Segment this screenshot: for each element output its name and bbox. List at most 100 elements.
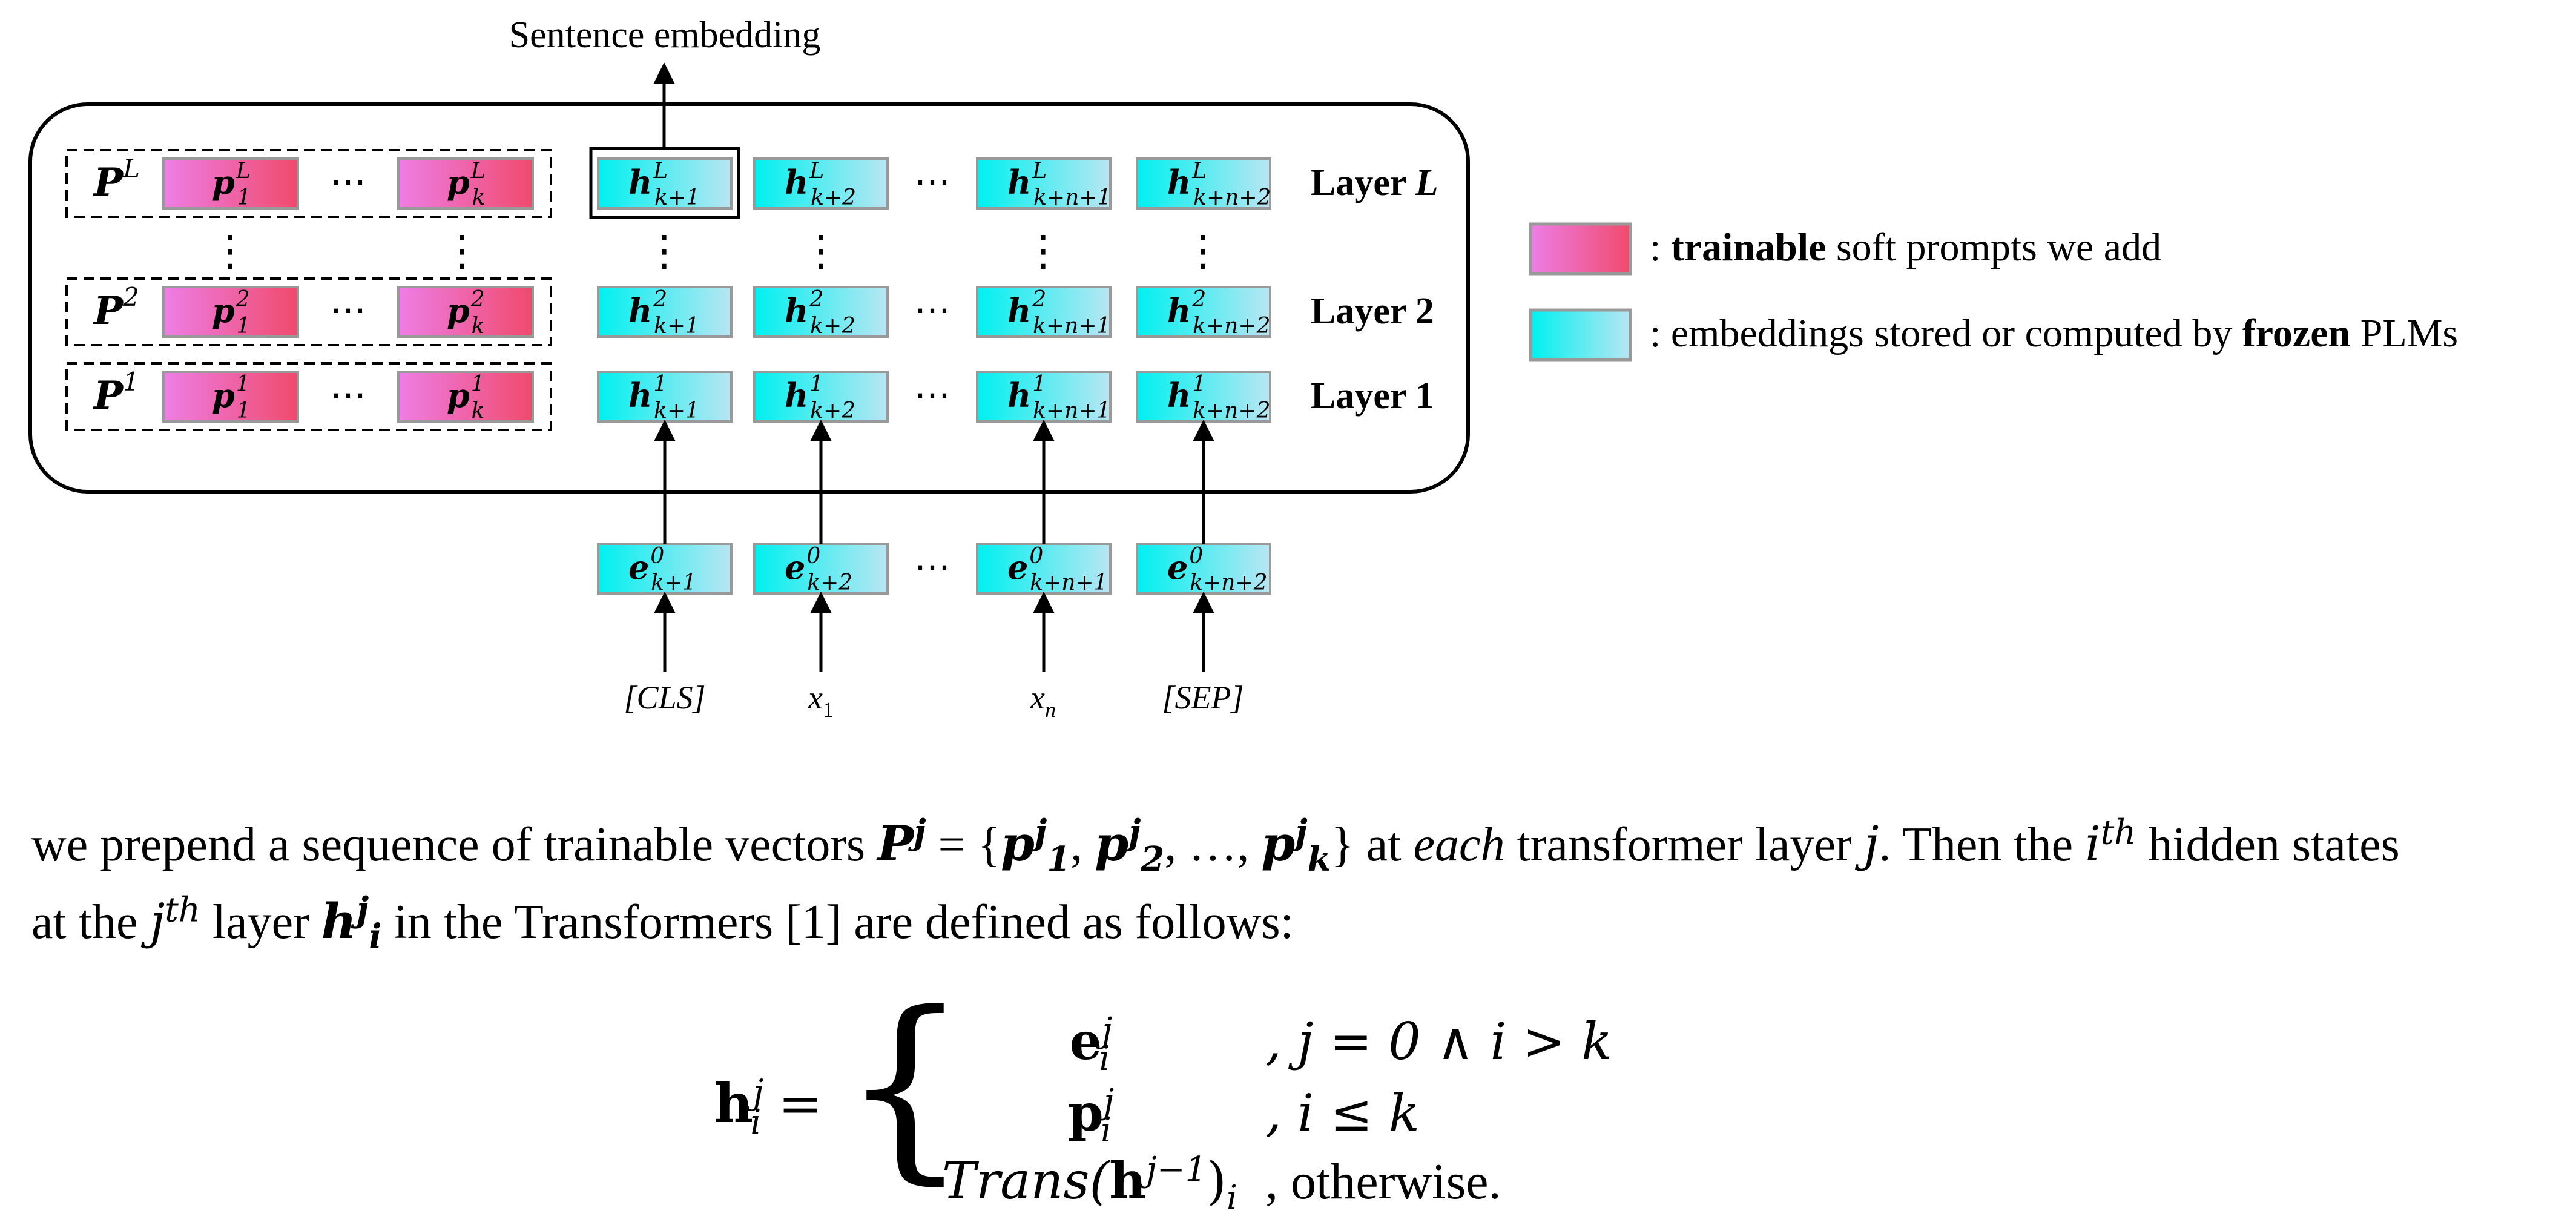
hidden-state-box	[976, 371, 1112, 423]
ellipsis: ⋯	[914, 289, 950, 331]
hidden-state-label: hL k+1	[628, 159, 700, 210]
group-label-2: P2	[93, 282, 139, 334]
hidden-state-label: h1 k+1	[628, 372, 699, 423]
text: ,	[1070, 818, 1095, 871]
embedding-box	[597, 543, 733, 595]
text: , …,	[1164, 818, 1262, 871]
hidden-state-box	[1136, 157, 1271, 210]
prompt-text-1k: p1 k	[447, 372, 485, 423]
embedding-box	[976, 543, 1112, 595]
hidden-state-formula: hji = { eji, j = 0 ∧ i > k pji, i ≤ k Tr…	[714, 986, 1683, 1218]
prompt-box-2k	[397, 286, 534, 338]
hidden-state-label: h1 k+n+2	[1167, 372, 1270, 423]
prompt-group-L	[65, 149, 552, 218]
legend-text-trainable: : trainable soft prompts we add	[1650, 225, 2161, 269]
prompt-text-2k: p2 k	[447, 287, 485, 338]
hidden-state-label: h2 k+n+2	[1167, 287, 1270, 338]
vertical-dots: ⋮ ⋮ ⋮ ⋮ ⋮ ⋮	[209, 226, 1224, 276]
text: in the Transformers [1] are defined as f…	[381, 896, 1294, 949]
embedding-label: e0 k+2	[785, 544, 852, 595]
ellipsis: ⋯	[914, 374, 950, 416]
legend-text-frozen: : embeddings stored or computed by froze…	[1650, 311, 2458, 355]
formula-row-1: eji, j = 0 ∧ i > k	[1069, 1011, 1613, 1078]
hidden-state-box	[597, 286, 733, 338]
math-jth: jth	[150, 890, 200, 949]
text: hidden states	[2136, 818, 2400, 871]
hidden-state-box	[753, 286, 889, 338]
paragraph-line-2: at the jth layer hji in the Transformers…	[31, 883, 2544, 960]
vertical-ellipsis: ⋮	[643, 226, 685, 276]
text: } at	[1331, 818, 1414, 871]
inputs: [CLS] x1 xn [SEP]	[624, 679, 1244, 722]
group-labels: PL P2 P1	[93, 154, 140, 418]
hidden-state-label: hL k+n+1	[1007, 159, 1111, 210]
prompt-box-21	[162, 286, 299, 338]
input-cls: [CLS]	[624, 679, 705, 716]
embedding-label: e0 k+1	[628, 544, 696, 595]
hidden-state-label: hL k+n+2	[1167, 159, 1271, 210]
layer-label-1: Layer 1	[1311, 375, 1434, 417]
paragraph-line-1: we prepend a sequence of trainable vecto…	[31, 805, 2544, 883]
trainable-prompts: pL 1 pL k p2 1 p2 k p1 1 p1 k	[162, 157, 534, 423]
hidden-state-box	[753, 157, 889, 210]
text: layer	[200, 896, 321, 949]
hidden-state-label: h2 k+1	[628, 287, 699, 338]
prompt-ellipses: ⋯ ⋯ ⋯	[330, 160, 366, 416]
hidden-state-box	[753, 371, 889, 423]
prompt-text-21: p2 1	[212, 287, 251, 338]
output-label: Sentence embedding	[509, 15, 821, 56]
vertical-ellipsis: ⋮	[1022, 226, 1064, 276]
hidden-state-box	[597, 157, 733, 210]
legend-swatch-frozen	[1529, 308, 1632, 362]
vertical-ellipsis: ⋮	[1182, 226, 1224, 276]
embedding-label: e0 k+n+1	[1007, 544, 1108, 595]
arrows	[654, 420, 1214, 672]
input-sep: [SEP]	[1162, 679, 1244, 716]
legend: : trainable soft prompts we add : embedd…	[1529, 222, 2458, 362]
hidden-state-box	[1136, 371, 1271, 423]
vertical-ellipsis: ⋮	[441, 226, 483, 276]
math-p2: pj2	[1095, 812, 1165, 879]
ellipsis: ⋯	[914, 160, 950, 203]
text: transformer layer	[1504, 818, 1864, 871]
hidden-state-label: h2 k+n+1	[1007, 287, 1110, 338]
vertical-ellipsis: ⋮	[800, 226, 842, 276]
emphasis: each	[1413, 818, 1505, 871]
prompt-text-L1: pL 1	[212, 159, 251, 210]
vertical-ellipsis: ⋮	[209, 226, 251, 276]
ellipsis: ⋯	[330, 289, 366, 331]
hidden-states: hL k+1 hL k+2 hL k+n+1 hL k+n+2 ⋯ h2 k+1 h2 k+2 h2 k+n…	[597, 157, 1271, 423]
input-x1: x1	[808, 679, 834, 722]
formula-lhs: hji =	[714, 1072, 823, 1142]
embedding-row: e0 k+1 e0 k+2 e0 k+n+1 e0 k+n+2 ⋯	[597, 543, 1271, 595]
prompt-box-11	[162, 371, 299, 423]
hidden-state-box	[1136, 286, 1271, 338]
math-ith: ith	[2085, 813, 2136, 872]
embedding-label: e0 k+n+2	[1167, 544, 1268, 595]
text: at the	[31, 896, 150, 949]
math-p1: pj1	[1001, 812, 1071, 879]
layer-label-L: Layer L	[1311, 162, 1438, 203]
layer-labels: Layer L Layer 2 Layer 1	[1311, 162, 1438, 417]
ellipsis: ⋯	[330, 160, 366, 203]
formula-row-3: Trans(hj−1)i, otherwise.	[942, 1150, 1501, 1218]
text: = {	[926, 818, 1001, 871]
formula-brace: {	[842, 969, 969, 1202]
cls-output-highlight	[589, 147, 740, 219]
prompt-group-1	[65, 362, 552, 431]
group-label-1: P1	[93, 367, 139, 418]
prompt-text-11: p1 1	[212, 372, 251, 423]
math-P: Pj	[877, 812, 926, 872]
prompt-box-L1	[162, 157, 299, 210]
formula-row-2: pji, i ≤ k	[1067, 1082, 1420, 1150]
hidden-state-label: h1 k+n+1	[1007, 372, 1110, 423]
hidden-state-label: h1 k+2	[785, 372, 855, 423]
text: we prepend a sequence of trainable vecto…	[31, 818, 878, 871]
legend-swatch-trainable	[1529, 222, 1632, 276]
prompt-text-Lk: pL k	[447, 159, 486, 210]
math-j: j	[1863, 816, 1879, 872]
hidden-state-label: hL k+2	[785, 159, 856, 210]
hidden-state-label: h2 k+2	[785, 287, 855, 338]
description-paragraph: we prepend a sequence of trainable vecto…	[31, 805, 2544, 960]
